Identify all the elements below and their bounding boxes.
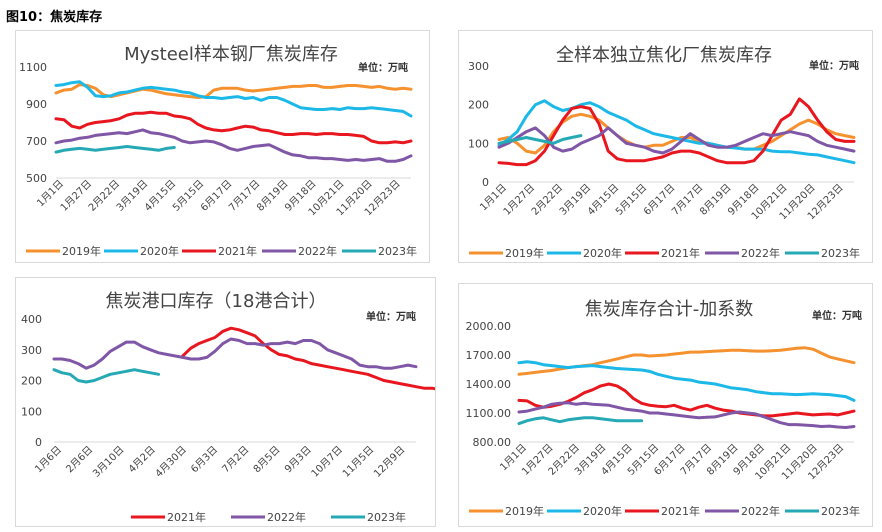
x-tick-label: 7月2日 xyxy=(220,444,252,476)
y-tick-label: 1700.00 xyxy=(466,349,512,362)
legend-label: 2023年 xyxy=(367,510,406,524)
legend-label: 2023年 xyxy=(378,244,417,258)
chart-title: Mysteel样本钢厂焦炭库存 xyxy=(124,44,338,65)
series-line-2023年 xyxy=(517,416,644,426)
series-line-2023年 xyxy=(54,145,176,154)
chart-steel-mill-inventory: Mysteel样本钢厂焦炭库存单位：万吨50070090011001月1日1月2… xyxy=(19,44,417,258)
x-tick-label: 3月10日 xyxy=(90,444,126,480)
x-tick-label: 2月6日 xyxy=(64,444,96,476)
y-tick-label: 200 xyxy=(21,375,42,388)
y-tick-label: 0 xyxy=(482,176,489,189)
chart-title: 全样本独立焦化厂焦炭库存 xyxy=(556,45,772,66)
series-line-2022年 xyxy=(517,401,856,429)
y-tick-label: 400 xyxy=(21,313,42,326)
x-tick-label: 9月3日 xyxy=(282,444,314,476)
unit-label: 单位：万吨 xyxy=(358,61,408,74)
x-tick-label: 8月5日 xyxy=(251,444,283,476)
series-line-2021年 xyxy=(181,326,435,391)
chart-coking-plant-inventory: 全样本独立焦化厂焦炭库存单位：万吨01002003001月1日1月27日2月22… xyxy=(468,45,860,260)
y-tick-label: 500 xyxy=(26,172,47,185)
x-tick-label: 11月5日 xyxy=(340,444,376,480)
legend-label: 2021年 xyxy=(218,244,257,258)
legend-label: 2022年 xyxy=(267,510,306,524)
x-tick-label: 10月7日 xyxy=(309,444,345,480)
series-line-2020年 xyxy=(54,80,413,118)
series-line-2020年 xyxy=(497,99,856,165)
x-tick-label: 12月9日 xyxy=(371,444,407,480)
legend-label: 2020年 xyxy=(583,504,622,518)
series-line-2021年 xyxy=(54,110,413,145)
chart-total-inventory: 焦炭库存合计-加系数 单位：万吨 800.00 1100.00 1400.00 1700.… xyxy=(466,299,863,518)
series-line-2019年 xyxy=(517,346,856,376)
y-tick-label: 100 xyxy=(21,405,42,418)
chart-panel-port-inventory: 焦炭港口库存（18港合计） 单位：万吨 0 100 200 300 400 1月6日 2月6日 3… xyxy=(15,277,436,527)
x-tick-label: 6月3日 xyxy=(189,444,221,476)
legend-label: 2021年 xyxy=(167,510,206,524)
y-tick-label: 300 xyxy=(468,60,489,73)
legend-label: 2022年 xyxy=(741,246,780,260)
legend-label: 2021年 xyxy=(661,504,700,518)
series-line-2023年 xyxy=(52,368,161,384)
y-tick-label: 800.00 xyxy=(473,436,512,449)
chart-title: 焦炭港口库存（18港合计） xyxy=(106,291,327,312)
unit-label: 单位：万吨 xyxy=(812,309,862,322)
y-tick-label: 900 xyxy=(26,98,47,111)
unit-label: 单位：万吨 xyxy=(366,310,416,323)
legend-label: 2019年 xyxy=(62,244,101,258)
chart-panel-steel-mill-inventory: Mysteel样本钢厂焦炭库存 单位：万吨 500 700 900 1100 1月1日 1月2… xyxy=(15,30,430,263)
legend-label: 2019年 xyxy=(505,246,544,260)
legend-label: 2022年 xyxy=(741,504,780,518)
legend-label: 2023年 xyxy=(821,504,860,518)
y-tick-label: 300 xyxy=(21,344,42,357)
y-tick-label: 0 xyxy=(35,436,42,449)
series-line-2023年 xyxy=(497,134,583,145)
y-tick-label: 1100 xyxy=(19,61,47,74)
legend-label: 2020年 xyxy=(583,246,622,260)
y-tick-label: 100 xyxy=(468,137,489,150)
chart-title: 焦炭库存合计-加系数 xyxy=(585,299,754,320)
legend-label: 2019年 xyxy=(505,504,544,518)
legend-label: 2020年 xyxy=(140,244,179,258)
y-tick-label: 1400.00 xyxy=(466,378,512,391)
x-tick-label: 4月2日 xyxy=(126,444,158,476)
series-line-2022年 xyxy=(497,126,856,155)
chart-panel-total-inventory: 焦炭库存合计-加系数 单位：万吨 800.00 1100.00 1400.00 1700.… xyxy=(458,283,873,527)
series-line-2021年 xyxy=(517,382,856,418)
legend-label: 2021年 xyxy=(661,246,700,260)
y-tick-label: 2000.00 xyxy=(466,320,512,333)
series-line-2022年 xyxy=(52,337,418,370)
legend-label: 2023年 xyxy=(821,246,860,260)
unit-label: 单位：万吨 xyxy=(809,59,859,72)
y-tick-label: 200 xyxy=(468,99,489,112)
x-tick-label: 4月30日 xyxy=(153,444,189,480)
y-tick-label: 1100.00 xyxy=(466,407,512,420)
series-line-2021年 xyxy=(497,97,856,167)
series-line-2020年 xyxy=(517,360,856,402)
chart-panel-coking-plant-inventory: 全样本独立焦化厂焦炭库存 单位：万吨 0 100 200 300 1月1日 1月27日 2月22… xyxy=(458,30,873,263)
series-line-2022年 xyxy=(54,128,413,163)
y-tick-label: 700 xyxy=(26,135,47,148)
figure-title: 图10：焦炭库存 xyxy=(6,10,103,25)
legend-label: 2022年 xyxy=(298,244,337,258)
